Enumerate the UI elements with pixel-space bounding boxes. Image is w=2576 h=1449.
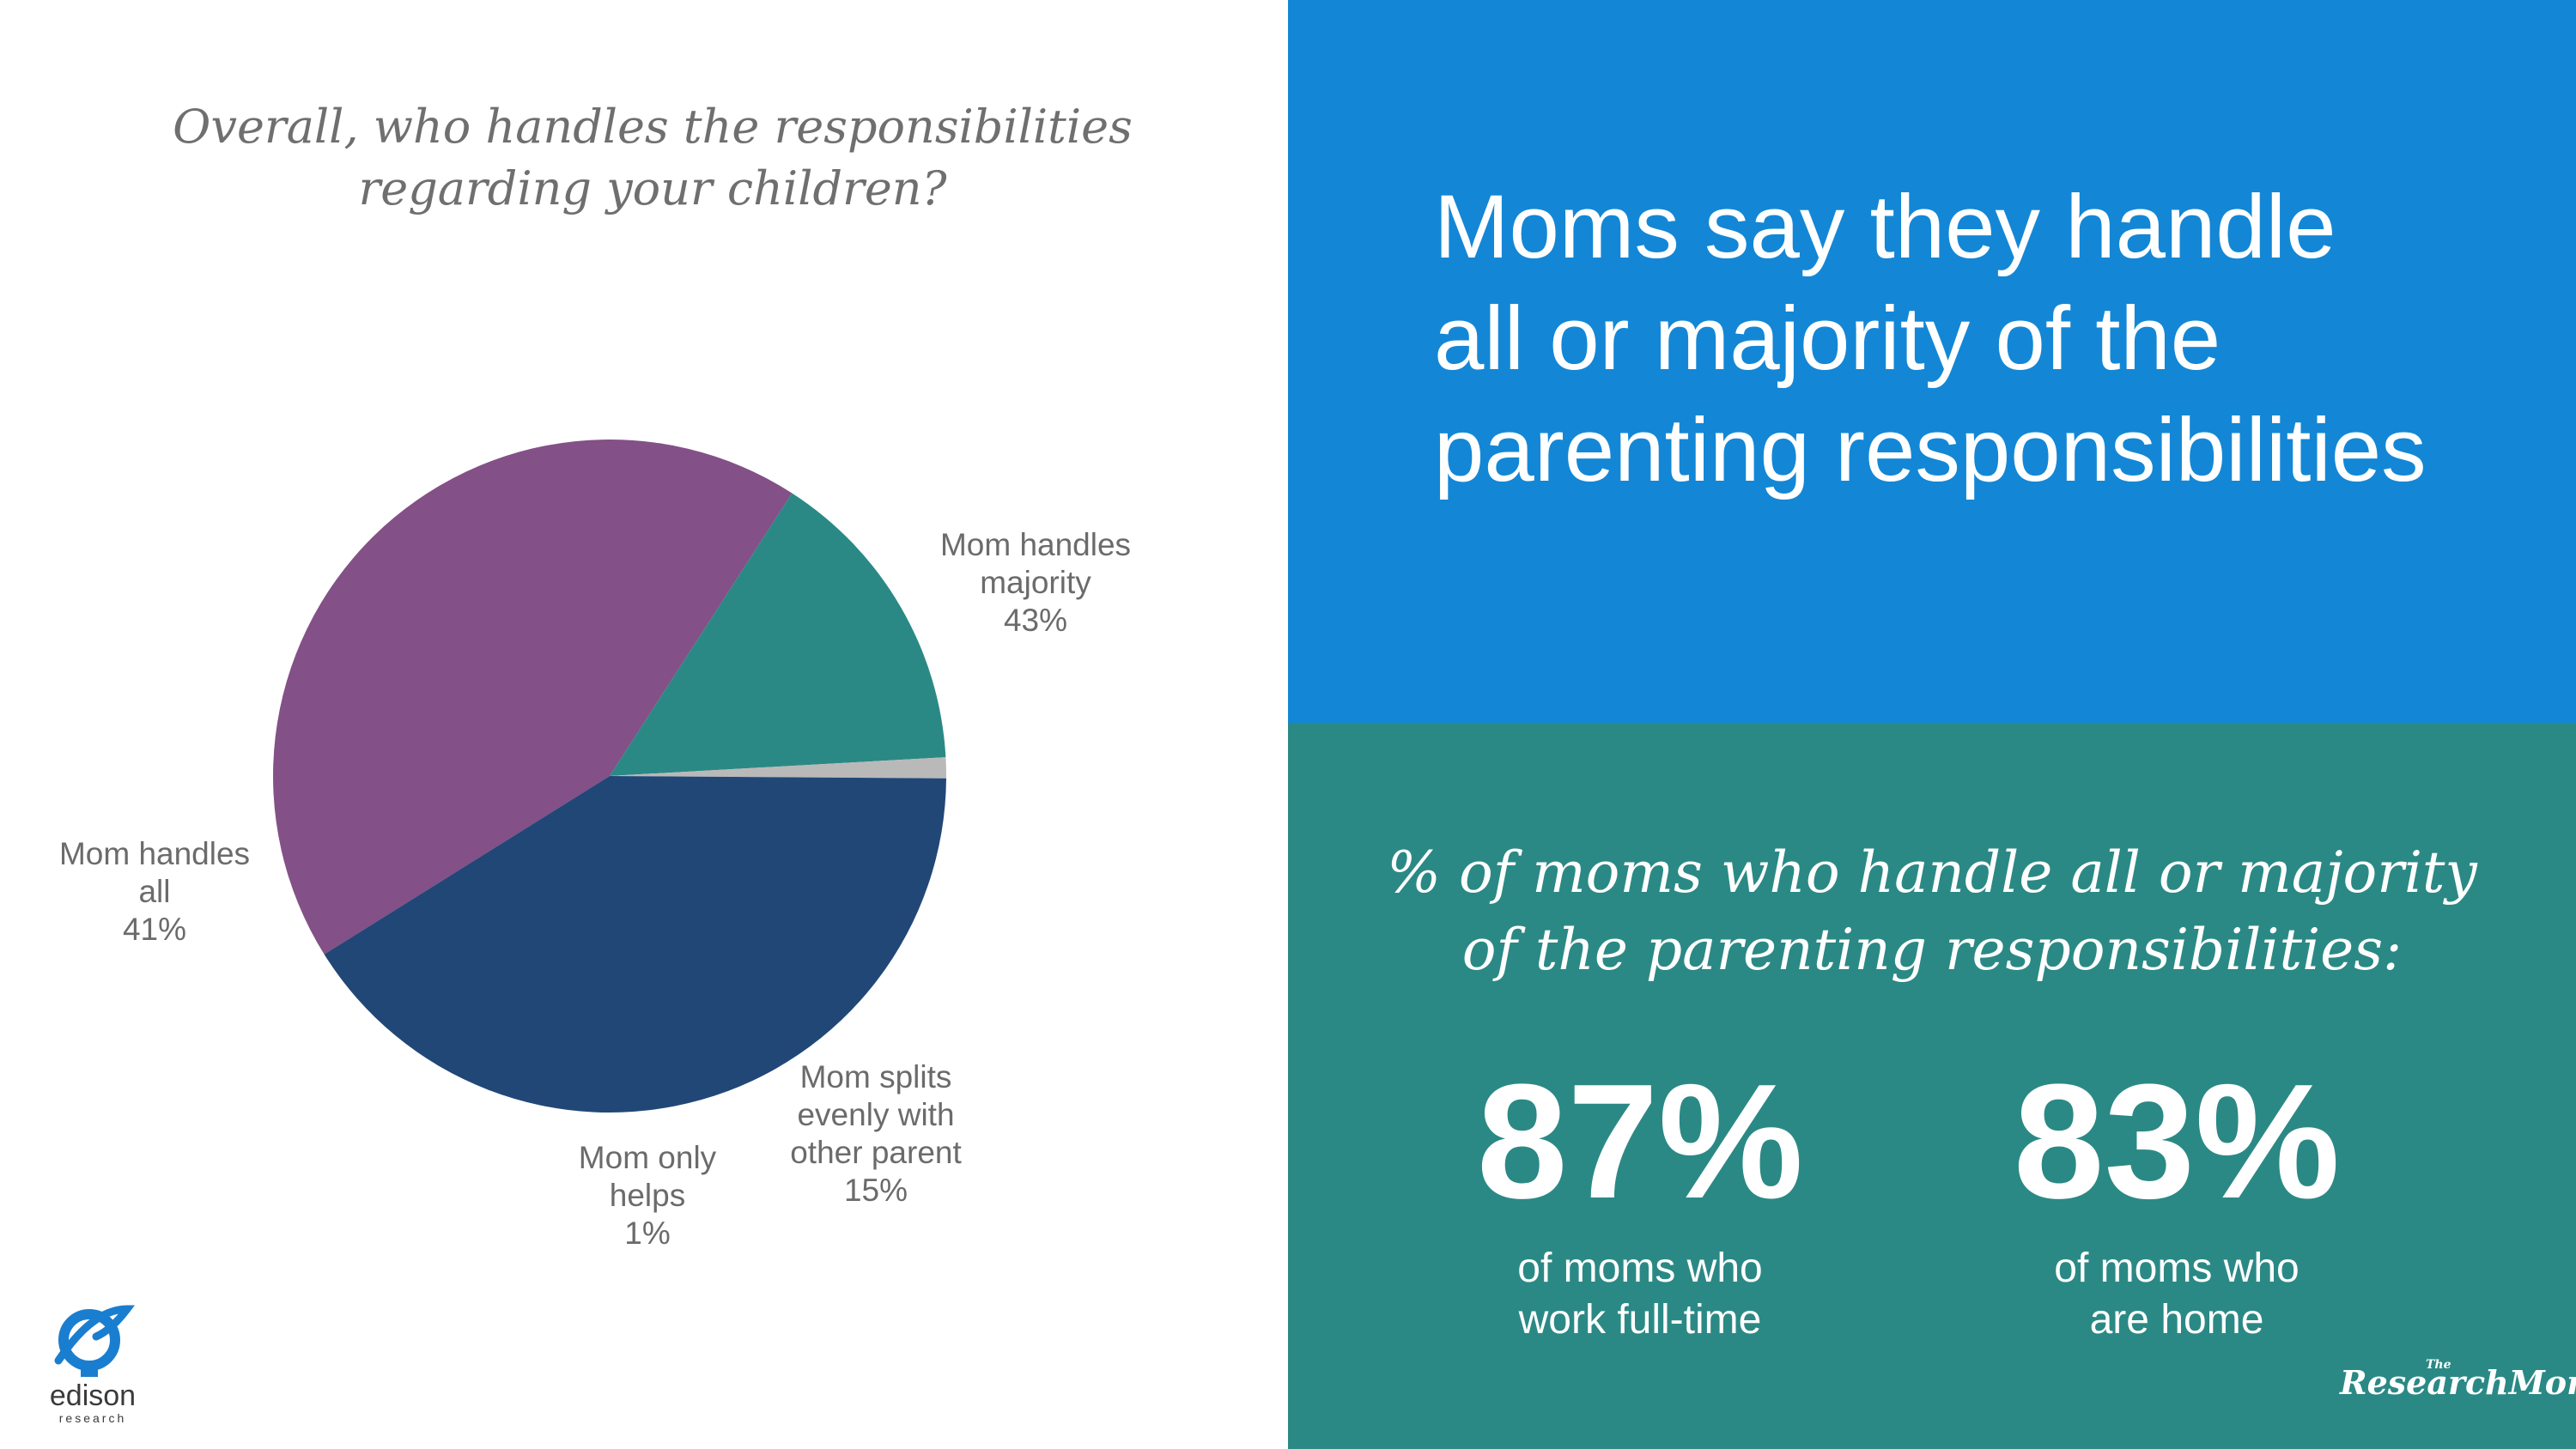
stat-description-line: of moms who [2054, 1246, 2300, 1291]
slice-label-mom-handles-all: Mom handles all 41% [9, 835, 301, 949]
slice-label-line: all [138, 874, 171, 909]
chart-panel: Overall, who handles the responsibilitie… [9, 96, 1194, 1425]
edison-logo-swoosh [54, 1305, 136, 1365]
slice-label-value: 41% [122, 912, 187, 947]
slice-label-line: Mom only [578, 1140, 717, 1175]
stat-work-full-time: 87% of moms who work full-time [1417, 1056, 1863, 1346]
stat-description-line: work full-time [1518, 1297, 1762, 1343]
pie-slice-mom-handles-majority [273, 440, 793, 955]
research-moms-logo-the: The [2426, 1358, 2451, 1372]
chart-title: Overall, who handles the responsibilitie… [112, 96, 1194, 220]
research-moms-logo-word: ResearchMoms [2340, 1363, 2576, 1402]
slice-label-mom-only-helps: Mom only helps 1% [501, 1139, 793, 1252]
slice-label-line: helps [609, 1178, 686, 1213]
edison-logo-base [81, 1369, 98, 1377]
chart-title-line-1: Overall, who handles the responsibilitie… [173, 100, 1133, 154]
stat-description-line: are home [2089, 1297, 2264, 1343]
headline-line-3: parenting responsibilities [1434, 400, 2427, 500]
slice-label-line: Mom splits [799, 1059, 952, 1094]
slice-label-mom-handles-majority: Mom handles majority 43% [890, 526, 1182, 640]
headline-line-2: all or majority of the [1434, 288, 2221, 389]
pie-slice-mom-handles-all [324, 776, 946, 1113]
stats-heading-line-2: of the parenting responsibilities: [1461, 917, 2403, 983]
slice-label-line: evenly with [797, 1097, 955, 1132]
research-moms-logo: The ResearchMoms [2340, 1358, 2576, 1415]
stat-are-home: 83% of moms who are home [1953, 1056, 2400, 1346]
stat-description: of moms who work full-time [1417, 1243, 1863, 1346]
slice-label-line: other parent [790, 1135, 962, 1170]
slice-label-value: 15% [843, 1173, 908, 1208]
slice-label-mom-splits-evenly: Mom splits evenly with other parent 15% [730, 1058, 1022, 1210]
chart-title-line-2: regarding your children? [358, 161, 947, 215]
slice-label-line: Mom handles [58, 836, 251, 871]
slice-label-value: 43% [1003, 603, 1068, 638]
pie-slice-mom-splits-evenly [610, 493, 946, 776]
stats-heading-line-1: % of moms who handle all or majority [1387, 840, 2477, 906]
slice-label-line: majority [980, 565, 1091, 600]
edison-logo-word: edison [50, 1379, 136, 1412]
stats-heading: % of moms who handle all or majority of … [1331, 834, 2533, 989]
slice-label-line: Mom handles [939, 527, 1132, 562]
headline-line-1: Moms say they handle [1434, 177, 2336, 277]
headline-panel: Moms say they handle all or majority of … [1288, 0, 2576, 723]
headline: Moms say they handle all or majority of … [1434, 172, 2550, 506]
pie-slice-mom-only-helps [610, 757, 946, 779]
stats-panel: % of moms who handle all or majority of … [1288, 723, 2576, 1449]
stat-description-line: of moms who [1517, 1246, 1763, 1291]
slice-label-value: 1% [624, 1216, 671, 1251]
edison-logo-sub: research [59, 1411, 126, 1425]
pie-chart [273, 440, 946, 1113]
stat-value: 87% [1476, 1051, 1804, 1233]
stat-description: of moms who are home [1953, 1243, 2400, 1346]
stat-value: 83% [2013, 1051, 2341, 1233]
edison-logo-ring [58, 1309, 120, 1371]
edison-research-logo: edison research [50, 1305, 136, 1425]
